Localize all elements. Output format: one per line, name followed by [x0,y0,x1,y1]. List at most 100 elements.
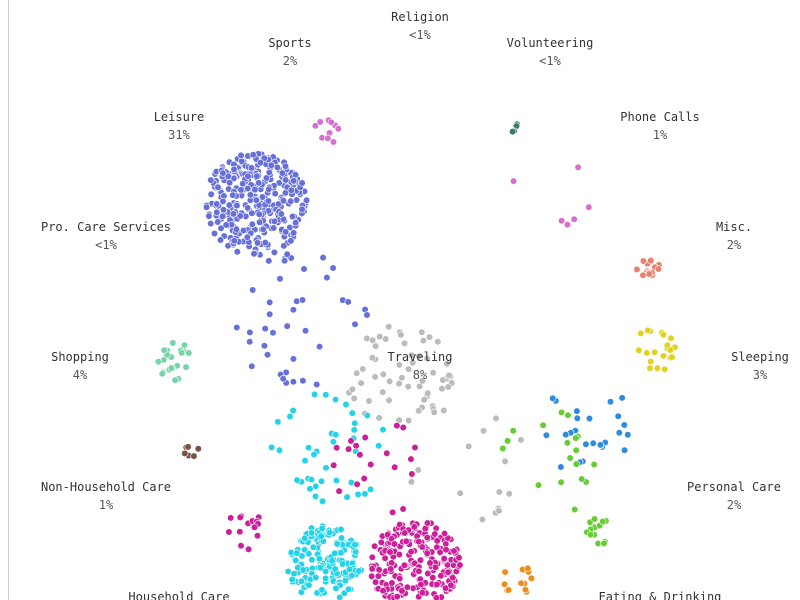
dot [397,331,405,339]
dot [408,470,416,478]
dot [322,574,330,583]
dot [207,176,215,184]
dots [154,116,679,600]
dot [357,379,365,387]
dot [348,571,356,580]
dot [267,161,275,169]
dot [254,239,262,247]
dot [333,444,341,452]
dot [323,274,331,282]
dot [624,431,632,439]
dot [365,397,373,405]
dot [456,561,464,569]
dot [426,559,434,567]
dot [372,342,380,350]
dot [423,355,431,363]
dot [269,329,277,337]
dot [389,508,397,517]
dot [355,567,363,575]
dot [154,358,162,366]
dot [564,411,572,419]
dot [388,579,396,587]
dot [315,555,324,563]
dot [305,444,313,452]
dot [236,528,244,536]
dot [376,333,384,341]
dot [301,327,310,335]
dot [415,352,423,360]
dot [332,476,341,485]
dot [298,179,306,187]
dot [424,389,432,397]
dot [264,197,273,205]
dot [375,566,383,574]
dot [654,265,663,273]
dot [256,218,264,226]
dot [291,171,300,179]
dot [248,220,256,228]
dot [354,490,362,499]
dot [415,407,423,415]
dot [293,196,301,204]
dot [635,346,643,354]
dot [322,567,330,576]
dot [557,478,565,486]
dot [401,529,409,537]
dot [219,197,227,205]
dot [372,578,380,586]
dot [255,210,263,218]
node-label: Pro. Care Services [41,220,171,234]
dot [313,380,321,389]
dot [335,487,343,495]
dot [620,446,629,454]
dot [261,239,269,247]
dot [431,530,439,538]
dot [169,339,177,347]
dot [287,237,295,245]
dot [439,376,447,384]
dot [639,271,647,279]
dot [312,482,320,490]
dot [517,579,525,587]
dot [431,563,440,571]
dot [367,460,375,469]
dot [424,569,432,578]
dot [368,553,376,561]
dot [250,250,258,258]
dot [637,329,645,338]
dot [331,565,339,573]
dot [194,445,202,453]
dot [337,534,346,542]
dot [509,177,518,185]
dot [517,436,525,444]
dot [345,585,353,593]
dot [332,584,340,593]
dot [573,407,581,415]
dot [445,371,453,380]
dot [590,515,599,523]
dot [418,543,426,551]
dot [668,353,676,361]
dot [350,394,358,403]
dot [184,443,192,451]
dot [260,342,269,350]
dot [382,335,390,343]
dot [395,361,403,369]
dot [659,331,667,339]
dot [249,286,257,294]
dot [399,423,407,432]
dot [255,179,263,187]
dot [398,587,406,595]
dot [282,228,290,236]
dot [328,557,336,565]
dot [290,229,298,237]
dot [408,351,416,359]
dot [425,333,434,341]
dot [336,593,344,600]
dot [572,446,580,454]
dot [289,406,297,415]
dot [273,163,282,171]
dot [416,556,425,564]
dot [432,594,441,600]
dot [337,549,345,557]
